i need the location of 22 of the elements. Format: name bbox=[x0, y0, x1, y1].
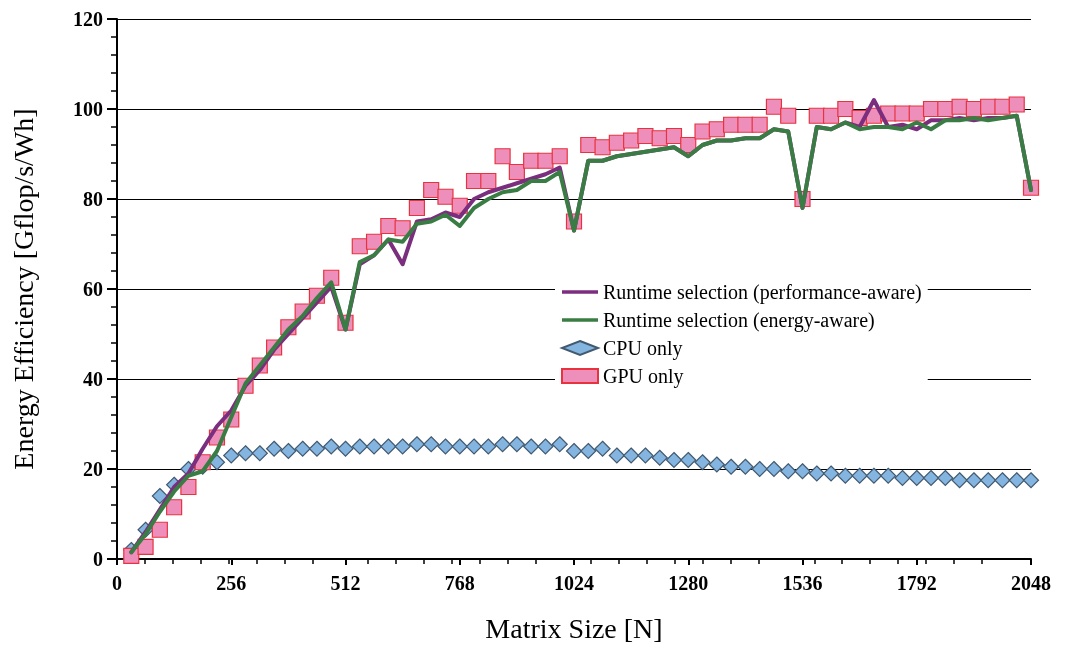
y-tick-label: 20 bbox=[83, 458, 103, 480]
y-axis-title: Energy Efficiency [Gflop/s/Wh] bbox=[7, 108, 39, 470]
y-tick-label: 40 bbox=[83, 368, 103, 390]
legend-label: Runtime selection (performance-aware) bbox=[603, 281, 922, 304]
x-tick-label: 768 bbox=[444, 572, 475, 594]
y-tick-label: 100 bbox=[73, 98, 103, 120]
x-axis-title: Matrix Size [N] bbox=[485, 612, 663, 644]
legend-label: Runtime selection (energy-aware) bbox=[603, 309, 875, 332]
x-tick-label: 1792 bbox=[896, 572, 937, 594]
y-tick-label: 120 bbox=[73, 8, 103, 30]
y-tick-label: 80 bbox=[83, 188, 103, 210]
x-tick-label: 1024 bbox=[554, 572, 594, 594]
y-tick-label: 0 bbox=[93, 548, 103, 570]
x-tick-label: 1280 bbox=[668, 572, 709, 594]
x-tick-label: 1536 bbox=[782, 572, 823, 594]
x-tick-label: 256 bbox=[216, 572, 247, 594]
legend-label: CPU only bbox=[603, 337, 683, 360]
x-tick-label: 512 bbox=[330, 572, 361, 594]
legend-label: GPU only bbox=[603, 365, 684, 388]
x-tick-label: 2048 bbox=[1011, 572, 1051, 594]
x-tick-label: 0 bbox=[112, 572, 122, 594]
y-tick-label: 60 bbox=[83, 278, 103, 300]
